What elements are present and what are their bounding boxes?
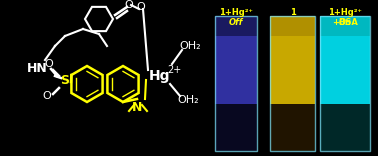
Text: O: O [43,91,51,101]
Bar [270,104,315,151]
Bar [320,36,370,104]
Bar [320,16,370,151]
Text: OH₂: OH₂ [179,41,201,51]
Bar [270,36,315,104]
Text: Off: Off [229,18,243,27]
Bar [270,16,315,36]
Text: OH₂: OH₂ [177,95,199,105]
Text: On: On [338,18,352,27]
Bar [215,16,257,36]
Text: 1: 1 [290,8,296,17]
Text: Hg: Hg [149,69,171,83]
Text: S: S [60,75,70,88]
Text: O: O [136,2,146,12]
Bar [320,104,370,151]
Bar [320,16,370,36]
Text: O: O [45,59,53,69]
Bar [215,16,257,151]
Text: HN: HN [26,61,47,75]
Text: N: N [132,101,142,114]
Bar [215,104,257,151]
Bar [215,36,257,104]
Text: 1+Hg²⁺
+BSA: 1+Hg²⁺ +BSA [328,8,362,27]
Text: 1+Hg²⁺: 1+Hg²⁺ [219,8,253,17]
Bar [270,16,315,151]
Text: O: O [125,0,133,10]
Text: 2+: 2+ [167,65,181,75]
